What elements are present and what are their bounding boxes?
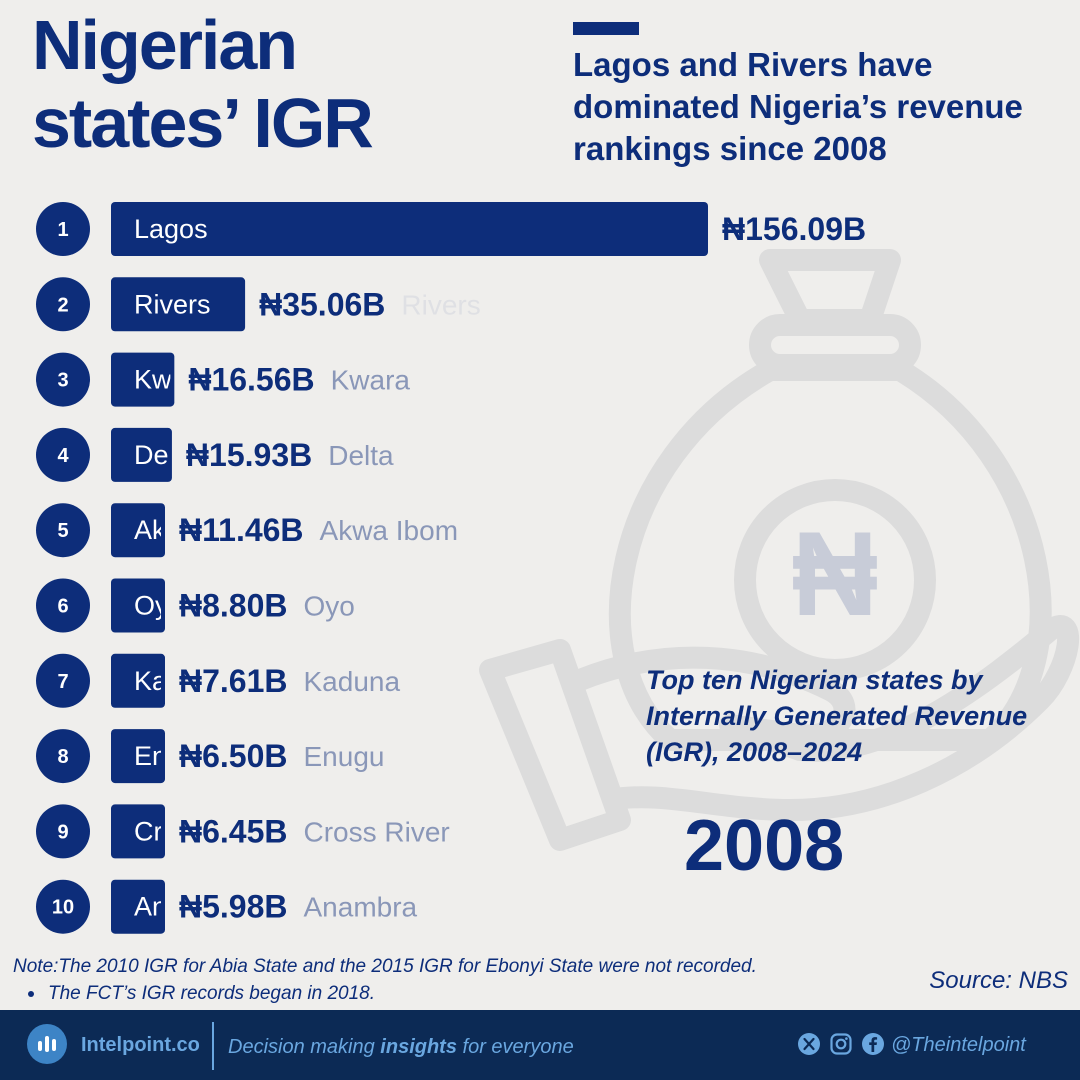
footnote-bullet: The FCT’s IGR records began in 2018.	[28, 983, 375, 1005]
value-label: ₦156.09B	[722, 211, 866, 247]
bar	[111, 352, 175, 407]
bar	[111, 653, 165, 708]
chart-subtitle: Lagos and Rivers have dominated Nigeria’…	[573, 46, 1023, 167]
rank-circle	[36, 578, 90, 633]
tagline-post: for everyone	[456, 1036, 574, 1058]
tagline-bold: insights	[380, 1036, 457, 1058]
value-label: ₦16.56B	[188, 362, 314, 398]
bar-state-label: Cross River	[134, 816, 275, 846]
rank-label: 8	[57, 746, 68, 768]
state-label: Cross River	[304, 816, 450, 847]
money-bag-icon: ₦	[479, 249, 1080, 851]
brand-link[interactable]: Intelpoint.co	[81, 1034, 200, 1056]
footnote-bullet-text: The FCT’s IGR records began in 2018.	[48, 983, 376, 1004]
accent-bar	[573, 22, 639, 35]
rank-label: 10	[52, 897, 74, 919]
state-label: Akwa Ibom	[320, 515, 459, 546]
state-label: Anambra	[304, 892, 418, 923]
bar-state-label: Delta	[134, 440, 198, 470]
bar-chart: 1 Lagos ₦156.09B 2 Rivers ₦35.06B Rivers 3 Kwara…	[36, 202, 866, 934]
social-handle[interactable]: @Theintelpoint	[891, 1034, 1026, 1056]
bar-state-label: Kaduna	[134, 666, 228, 696]
bar	[111, 879, 165, 934]
rank-label: 5	[57, 520, 68, 542]
state-label: Kaduna	[304, 666, 401, 697]
rank-circle	[36, 804, 90, 859]
footer-bar: Intelpoint.co Decision making insights f…	[0, 1010, 1080, 1080]
bar	[111, 729, 165, 784]
bar	[111, 804, 165, 859]
chart-title: Nigerian states’ IGR	[32, 6, 374, 162]
state-label: Enugu	[304, 741, 385, 772]
value-label: ₦5.98B	[179, 889, 288, 925]
rank-circle	[36, 427, 90, 482]
value-label: ₦11.46B	[179, 512, 304, 548]
rank-circle	[36, 879, 90, 934]
bar-state-label: Oyo	[134, 591, 184, 621]
state-label: Rivers	[401, 289, 480, 320]
rank-circle	[36, 653, 90, 708]
year-label: 2008	[684, 806, 845, 886]
rank-label: 6	[57, 596, 68, 618]
rank-circle	[36, 352, 90, 407]
value-label: ₦35.06B	[259, 286, 385, 322]
rank-label: 9	[57, 821, 68, 843]
rank-label: 7	[57, 671, 68, 693]
rank-circle	[36, 503, 90, 558]
value-label: ₦8.80B	[179, 588, 288, 624]
footnote: Note:The 2010 IGR for Abia State and the…	[13, 956, 757, 977]
bar-state-label: Rivers	[134, 289, 211, 319]
rank-label: 1	[57, 219, 68, 241]
instagram-icon[interactable]	[829, 1032, 853, 1056]
rank-label: 2	[57, 294, 68, 316]
state-label: Oyo	[304, 591, 355, 622]
rank-label: 3	[57, 370, 68, 392]
chart-caption: Top ten Nigerian states by Internally Ge…	[646, 665, 1028, 767]
bar	[111, 427, 172, 482]
bullet-dot	[28, 990, 34, 997]
value-label: ₦6.45B	[179, 813, 288, 849]
value-label: ₦7.61B	[179, 663, 288, 699]
intelpoint-logo-icon[interactable]	[27, 1024, 67, 1064]
rank-circle	[36, 729, 90, 784]
tagline: Decision making insights for everyone	[228, 1036, 574, 1059]
rank-label: 4	[57, 445, 69, 467]
rank-circle	[36, 277, 90, 332]
bar-state-label: Anambra	[134, 892, 245, 922]
x-icon[interactable]	[797, 1032, 821, 1056]
bar-state-label: Enugu	[134, 741, 212, 771]
state-label: Delta	[328, 440, 394, 471]
svg-text:₦: ₦	[792, 507, 879, 641]
bar	[111, 277, 246, 332]
bar	[111, 202, 708, 256]
bar-state-label: Lagos	[134, 214, 208, 244]
rank-circle	[36, 202, 90, 256]
value-label: ₦15.93B	[186, 437, 312, 473]
bar	[111, 578, 165, 633]
tagline-pre: Decision making	[228, 1036, 381, 1058]
source-label: Source: NBS	[929, 967, 1068, 994]
bar	[111, 503, 165, 558]
bar-state-label: Akwa Ibom	[134, 515, 268, 545]
value-label: ₦6.50B	[179, 738, 288, 774]
facebook-icon[interactable]	[861, 1032, 885, 1056]
bar-state-label: Kwara	[134, 365, 212, 395]
state-label: Kwara	[331, 365, 411, 396]
footer-divider	[212, 1022, 214, 1070]
